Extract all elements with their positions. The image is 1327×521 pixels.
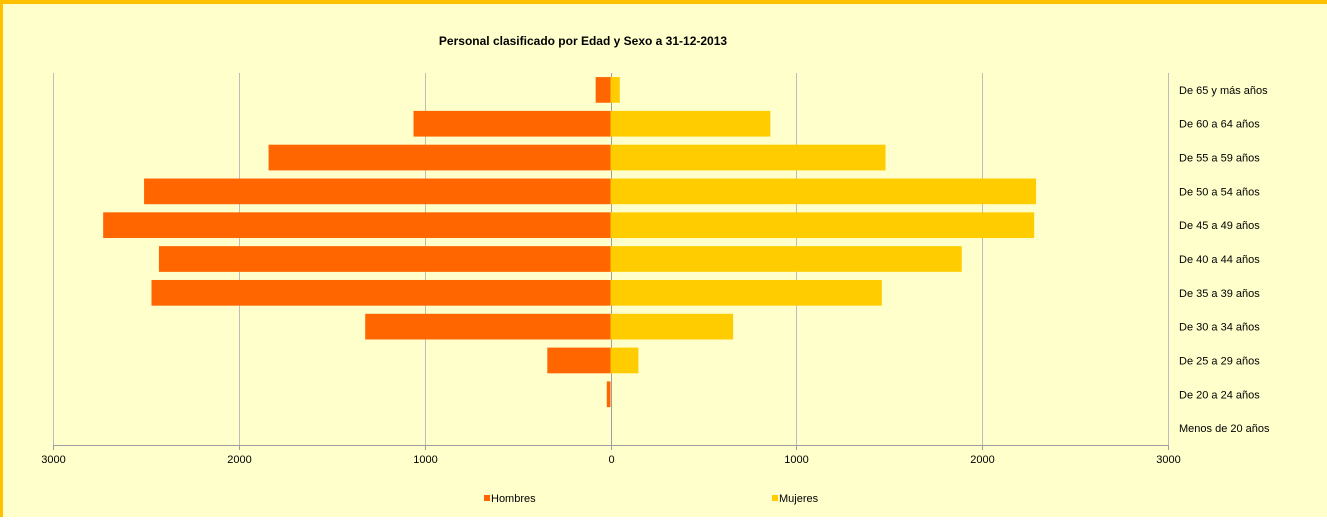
category-label: De 40 a 44 años bbox=[1179, 254, 1260, 266]
bar-hombres bbox=[144, 178, 611, 205]
bar-mujeres bbox=[610, 212, 1035, 239]
x-tick-label: 0 bbox=[608, 454, 614, 466]
bar-hombres bbox=[151, 279, 611, 306]
category-label: De 30 a 34 años bbox=[1179, 322, 1260, 334]
bar-hombres bbox=[413, 110, 611, 137]
legend-swatch-hombres bbox=[484, 495, 490, 501]
bar-hombres bbox=[268, 144, 611, 171]
legend-label-mujeres: Mujeres bbox=[779, 493, 819, 505]
bars bbox=[103, 77, 1037, 408]
bar-mujeres bbox=[610, 279, 882, 306]
bar-hombres bbox=[158, 246, 611, 272]
category-label: De 60 a 64 años bbox=[1179, 119, 1260, 131]
bar-hombres bbox=[365, 313, 611, 340]
bar-mujeres bbox=[610, 246, 962, 272]
x-axis: 3000 2000 1000 0 1000 2000 3000 bbox=[41, 445, 1181, 466]
legend-label-hombres: Hombres bbox=[491, 493, 536, 505]
x-tick-label: 3000 bbox=[1156, 454, 1180, 466]
x-tick-label: 1000 bbox=[784, 454, 808, 466]
x-tick-label: 2000 bbox=[970, 454, 994, 466]
category-label: De 35 a 39 años bbox=[1179, 288, 1260, 300]
bar-mujeres bbox=[610, 347, 639, 374]
legend: Hombres Mujeres bbox=[484, 493, 819, 505]
bar-mujeres bbox=[610, 110, 771, 137]
legend-swatch-mujeres bbox=[772, 495, 778, 501]
bar-hombres bbox=[595, 77, 611, 103]
bar-hombres bbox=[547, 347, 611, 374]
bar-mujeres bbox=[610, 313, 734, 340]
x-tick-label: 1000 bbox=[413, 454, 437, 466]
bar-hombres bbox=[606, 381, 611, 408]
category-labels: De 65 y más años De 60 a 64 años De 55 a 5… bbox=[1179, 85, 1270, 435]
category-label: De 45 a 49 años bbox=[1179, 220, 1260, 232]
bar-mujeres bbox=[610, 77, 620, 103]
bar-mujeres bbox=[610, 144, 886, 171]
category-label: De 50 a 54 años bbox=[1179, 186, 1260, 198]
category-label: De 65 y más años bbox=[1179, 85, 1268, 97]
x-tick-label: 3000 bbox=[41, 454, 65, 466]
x-tick-label: 2000 bbox=[227, 454, 251, 466]
bar-mujeres bbox=[610, 178, 1037, 205]
category-label: Menos de 20 años bbox=[1179, 423, 1270, 435]
population-pyramid-chart: Personal clasificado por Edad y Sexo a 3… bbox=[41, 34, 1270, 505]
category-label: De 25 a 29 años bbox=[1179, 355, 1260, 367]
bar-hombres bbox=[103, 212, 611, 239]
category-label: De 20 a 24 años bbox=[1179, 389, 1260, 401]
category-label: De 55 a 59 años bbox=[1179, 153, 1260, 165]
chart-title: Personal clasificado por Edad y Sexo a 3… bbox=[439, 34, 727, 48]
